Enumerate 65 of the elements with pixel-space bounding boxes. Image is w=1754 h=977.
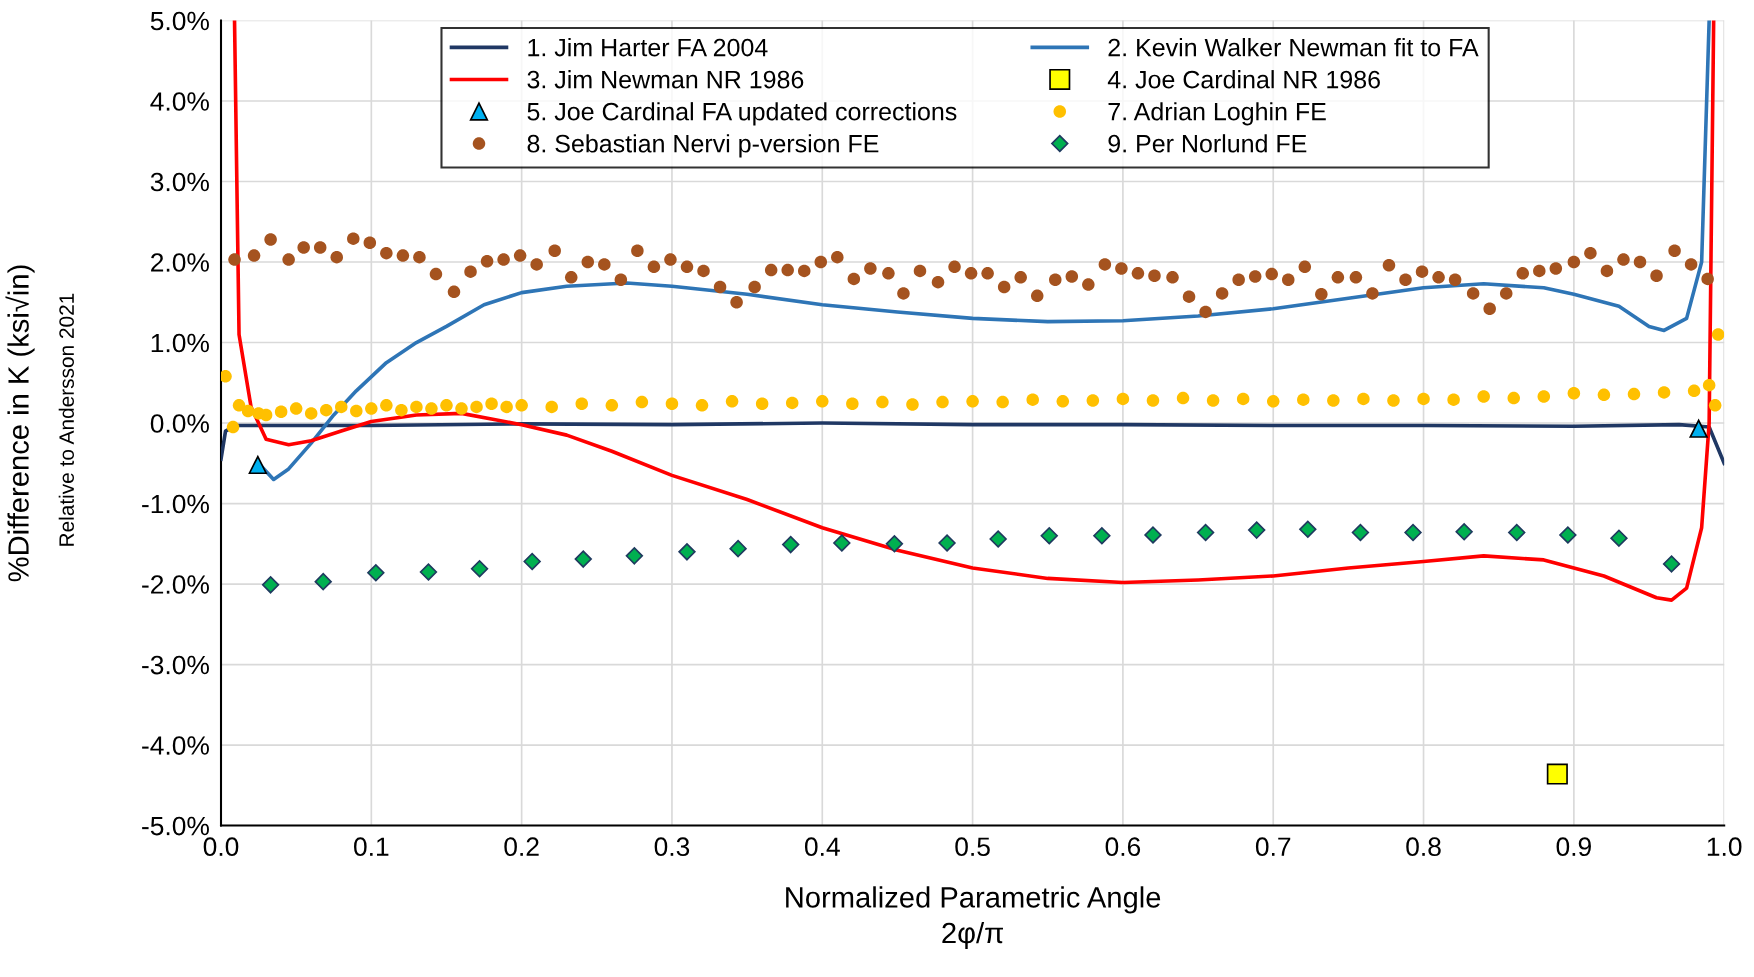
x-axis-title: Normalized Parametric Angle 2φ/π <box>786 886 1161 950</box>
x-tick-label: 0.0 <box>203 837 239 857</box>
legend-label: 4. Joe Cardinal NR 1986 <box>1107 70 1380 89</box>
point <box>833 534 851 552</box>
point <box>314 572 332 591</box>
line-series <box>232 20 1716 602</box>
x-tick-label: 1.0 <box>1707 837 1742 857</box>
point <box>1455 523 1473 541</box>
x-tick-label: 0.9 <box>1556 837 1591 857</box>
point <box>885 535 904 553</box>
x-tick-label: 0.1 <box>354 837 389 857</box>
x-tick-label: 0.8 <box>1406 837 1441 857</box>
y-tick-label: 0.0% <box>150 414 209 433</box>
point <box>1351 523 1370 542</box>
y-tick-label: 5.0% <box>150 11 209 31</box>
y-tick-label: 2.0% <box>151 253 209 272</box>
y-tick-label: -1.0% <box>142 494 209 514</box>
x-tick-label: 0.5 <box>955 837 990 857</box>
x-tick-label: 0.4 <box>804 837 840 857</box>
y-tick-label: -2.0% <box>142 575 209 594</box>
point <box>1559 526 1577 544</box>
x-tick-label: 0.7 <box>1255 837 1291 857</box>
point <box>1689 419 1708 438</box>
legend-label: 3. Jim Newman NR 1986 <box>527 70 804 89</box>
y-tick-label: -4.0% <box>142 736 209 755</box>
point <box>989 530 1007 548</box>
point <box>523 552 541 571</box>
point <box>1299 520 1317 538</box>
x-tick-label: 0.6 <box>1105 837 1141 857</box>
y-tick-label: -3.0% <box>142 655 209 675</box>
point <box>1248 521 1266 539</box>
x-tick-label: 0.3 <box>654 837 690 857</box>
point <box>574 550 592 568</box>
point <box>419 563 438 581</box>
y-tick-label: -5.0% <box>142 816 209 836</box>
point <box>261 576 280 594</box>
point <box>1144 526 1162 544</box>
point <box>678 543 696 561</box>
y-tick-label: 4.0% <box>150 92 209 111</box>
text: Relative to Andersson 2021 <box>58 293 74 546</box>
legend-label: 9. Per Norlund FE <box>1108 134 1307 153</box>
point <box>625 547 644 565</box>
y-tick-label: 1.0% <box>151 333 209 353</box>
legend-label: 7. Adrian Loghin FE <box>1108 102 1326 126</box>
point <box>1546 763 1568 785</box>
x-tick-label: 0.2 <box>504 837 539 857</box>
y-axis-title: %Difference in K (ksi√in) <box>5 265 35 582</box>
point <box>470 560 489 578</box>
point <box>367 564 385 582</box>
point <box>1662 555 1681 573</box>
point <box>1404 523 1422 542</box>
point <box>782 535 800 554</box>
point <box>1196 523 1215 542</box>
y-tick-label: 3.0% <box>150 172 209 192</box>
point <box>938 534 956 552</box>
legend-label: 1. Jim Harter FA 2004 <box>528 38 768 57</box>
point <box>1040 527 1058 545</box>
point <box>1093 527 1111 545</box>
point <box>1508 523 1526 542</box>
legend-label: 2. Kevin Walker Newman fit to FA <box>1108 38 1479 57</box>
point <box>729 539 747 558</box>
point <box>1610 529 1628 547</box>
legend-label: 8. Sebastian Nervi p-version FE <box>527 134 879 158</box>
legend-label: 5. Joe Cardinal FA updated corrections <box>527 102 957 126</box>
point <box>248 455 268 475</box>
